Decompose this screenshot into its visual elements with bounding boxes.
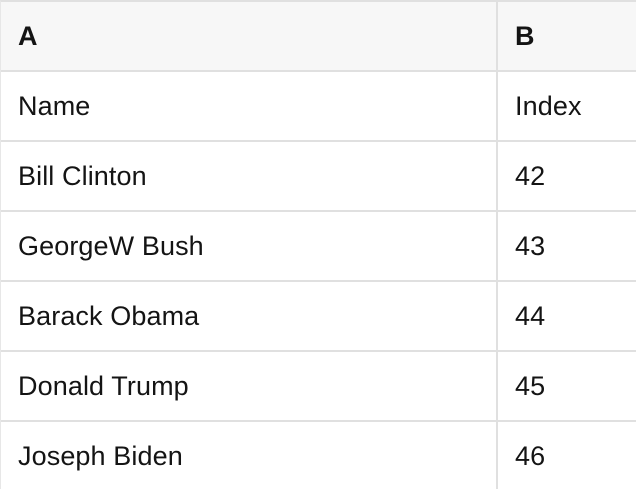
cell-b4-index-44[interactable]: 44	[515, 300, 546, 331]
cell-a3-georgew-bush[interactable]: GeorgeW Bush	[1, 212, 498, 280]
cell-a6-joseph-biden[interactable]: Joseph Biden	[1, 422, 498, 489]
cell-b6-index-46[interactable]: 46	[515, 440, 546, 471]
cell-a5-donald-trump[interactable]: Donald Trump	[1, 352, 498, 420]
cell-b1-index-header[interactable]: Index	[515, 90, 582, 121]
column-header-b[interactable]: B	[515, 20, 535, 51]
table-row: Barack Obama 44	[1, 280, 636, 350]
table-row: GeorgeW Bush 43	[1, 210, 636, 280]
cell-a2-bill-clinton[interactable]: Bill Clinton	[1, 142, 498, 210]
cell-a1-name-header[interactable]: Name	[1, 72, 498, 140]
cell-a4-barack-obama[interactable]: Barack Obama	[1, 282, 498, 350]
cell-b3-index-43[interactable]: 43	[515, 230, 546, 261]
table-row: Joseph Biden 46	[1, 420, 636, 489]
cell-b2-index-42[interactable]: 42	[515, 160, 546, 191]
column-header-a[interactable]: A	[1, 2, 498, 70]
table-row: Bill Clinton 42	[1, 140, 636, 210]
table-row: Donald Trump 45	[1, 350, 636, 420]
cell-b5-index-45[interactable]: 45	[515, 370, 546, 401]
column-header-row: A B	[1, 2, 636, 70]
table-row: Name Index	[1, 70, 636, 140]
